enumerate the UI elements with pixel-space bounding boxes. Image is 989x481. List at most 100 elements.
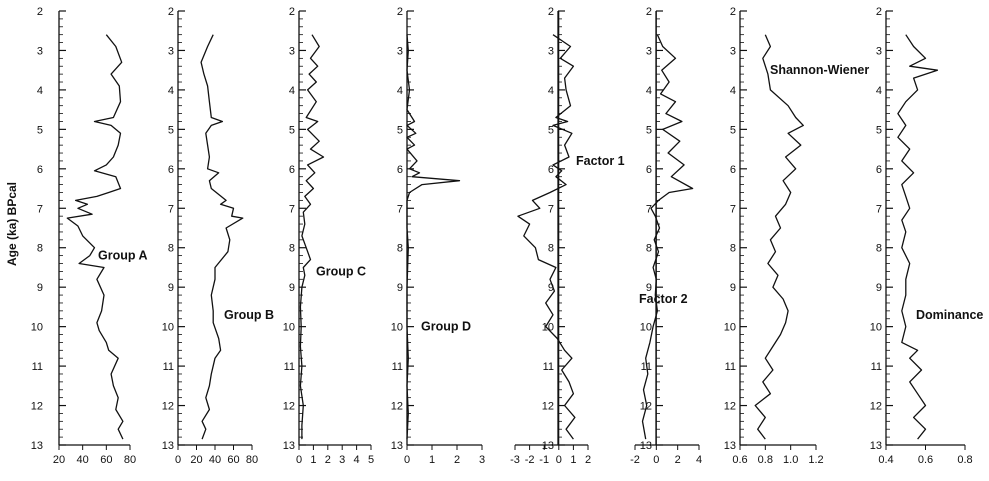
y-tick-label: 10 — [640, 322, 652, 334]
series-line-2 — [299, 34, 325, 440]
y-tick-label: 7 — [397, 203, 403, 215]
y-tick-label: 2 — [646, 6, 652, 18]
x-tick-label: 2 — [585, 454, 591, 466]
y-tick-label: 2 — [37, 6, 43, 18]
x-tick-label: 4 — [696, 454, 702, 466]
y-tick-label: 4 — [730, 85, 736, 97]
x-tick-label: 3 — [479, 454, 485, 466]
y-tick-label: 9 — [730, 282, 736, 294]
y-tick-label: 3 — [289, 45, 295, 57]
series-line-7 — [897, 34, 939, 440]
x-tick-label: 0.8 — [957, 454, 972, 466]
x-tick-label: -3 — [510, 454, 520, 466]
x-tick-label: 4 — [354, 454, 360, 466]
x-tick-label: 60 — [227, 454, 239, 466]
series-line-5 — [641, 34, 694, 440]
y-tick-label: 3 — [548, 45, 554, 57]
y-tick-label: 3 — [168, 45, 174, 57]
y-tick-label: 9 — [646, 282, 652, 294]
x-tick-label: 0.6 — [732, 454, 747, 466]
y-tick-label: 4 — [289, 85, 295, 97]
y-tick-label: 8 — [289, 243, 295, 255]
y-tick-label: 5 — [397, 124, 403, 136]
x-tick-label: 2 — [454, 454, 460, 466]
y-tick-label: 2 — [876, 6, 882, 18]
y-tick-label: 3 — [37, 45, 43, 57]
panel-label: Factor 1 — [576, 154, 625, 168]
y-tick-label: 3 — [730, 45, 736, 57]
y-tick-label: 10 — [542, 322, 554, 334]
x-tick-label: 0 — [556, 454, 562, 466]
panel-7: 2 3 4 5 6 7 8 9 10 11 12 13 0.4 0.6 0.8 Dominance — [870, 6, 984, 466]
y-axis-label: Age (ka) BPcal — [5, 182, 19, 266]
x-tick-label: 80 — [246, 454, 258, 466]
x-tick-label: 60 — [100, 454, 112, 466]
panel-0: 2 3 4 5 6 7 8 9 10 11 12 13 20 40 60 80 Group A — [31, 6, 148, 466]
y-tick-label: 13 — [870, 440, 882, 452]
y-tick-label: 13 — [640, 440, 652, 452]
y-tick-label: 4 — [548, 85, 554, 97]
x-tick-label: 40 — [209, 454, 221, 466]
y-tick-label: 4 — [876, 85, 882, 97]
y-tick-label: 9 — [168, 282, 174, 294]
y-tick-label: 9 — [397, 282, 403, 294]
y-tick-label: 10 — [870, 322, 882, 334]
y-tick-label: 7 — [876, 203, 882, 215]
panel-6: 2 3 4 5 6 7 8 9 10 11 12 13 0.6 0.8 1.0 1.2 Shannon-Wien… — [724, 6, 870, 466]
y-tick-label: 6 — [646, 164, 652, 176]
y-tick-label: 8 — [876, 243, 882, 255]
y-tick-label: 13 — [162, 440, 174, 452]
x-tick-label: 1 — [310, 454, 316, 466]
y-tick-label: 3 — [646, 45, 652, 57]
y-tick-label: 13 — [391, 440, 403, 452]
y-tick-label: 8 — [646, 243, 652, 255]
y-tick-label: 5 — [646, 124, 652, 136]
x-tick-label: -2 — [630, 454, 640, 466]
x-tick-label: 80 — [124, 454, 136, 466]
y-tick-label: 4 — [37, 85, 43, 97]
y-tick-label: 4 — [646, 85, 652, 97]
y-tick-label: 11 — [284, 361, 295, 373]
y-tick-label: 8 — [397, 243, 403, 255]
y-tick-label: 9 — [876, 282, 882, 294]
panel-label: Group B — [224, 308, 274, 322]
y-tick-label: 9 — [289, 282, 295, 294]
y-tick-label: 9 — [37, 282, 43, 294]
y-tick-label: 12 — [31, 401, 43, 413]
y-tick-label: 12 — [724, 401, 736, 413]
x-tick-label: -1 — [539, 454, 549, 466]
series-line-6 — [754, 34, 804, 440]
y-tick-label: 7 — [646, 203, 652, 215]
x-tick-label: 1 — [570, 454, 576, 466]
y-tick-label: 5 — [168, 124, 174, 136]
x-tick-label: 1 — [429, 454, 435, 466]
y-tick-label: 6 — [730, 164, 736, 176]
y-tick-label: 2 — [168, 6, 174, 18]
y-tick-label: 10 — [31, 322, 43, 334]
y-tick-label: 6 — [397, 164, 403, 176]
y-tick-label: 5 — [37, 124, 43, 136]
y-tick-label: 3 — [397, 45, 403, 57]
y-tick-label: 3 — [876, 45, 882, 57]
y-tick-label: 13 — [724, 440, 736, 452]
y-tick-label: 12 — [391, 401, 403, 413]
y-tick-label: 7 — [37, 203, 43, 215]
x-tick-label: 1.2 — [808, 454, 823, 466]
y-tick-label: 11 — [725, 361, 736, 373]
y-tick-label: 2 — [289, 6, 295, 18]
y-tick-label: 4 — [168, 85, 174, 97]
y-tick-label: 6 — [37, 164, 43, 176]
x-tick-label: 3 — [339, 454, 345, 466]
y-tick-label: 2 — [548, 6, 554, 18]
y-tick-label: 12 — [870, 401, 882, 413]
x-tick-label: 20 — [53, 454, 65, 466]
y-tick-label: 7 — [289, 203, 295, 215]
y-tick-label: 8 — [168, 243, 174, 255]
y-tick-label: 7 — [730, 203, 736, 215]
y-tick-label: 12 — [162, 401, 174, 413]
